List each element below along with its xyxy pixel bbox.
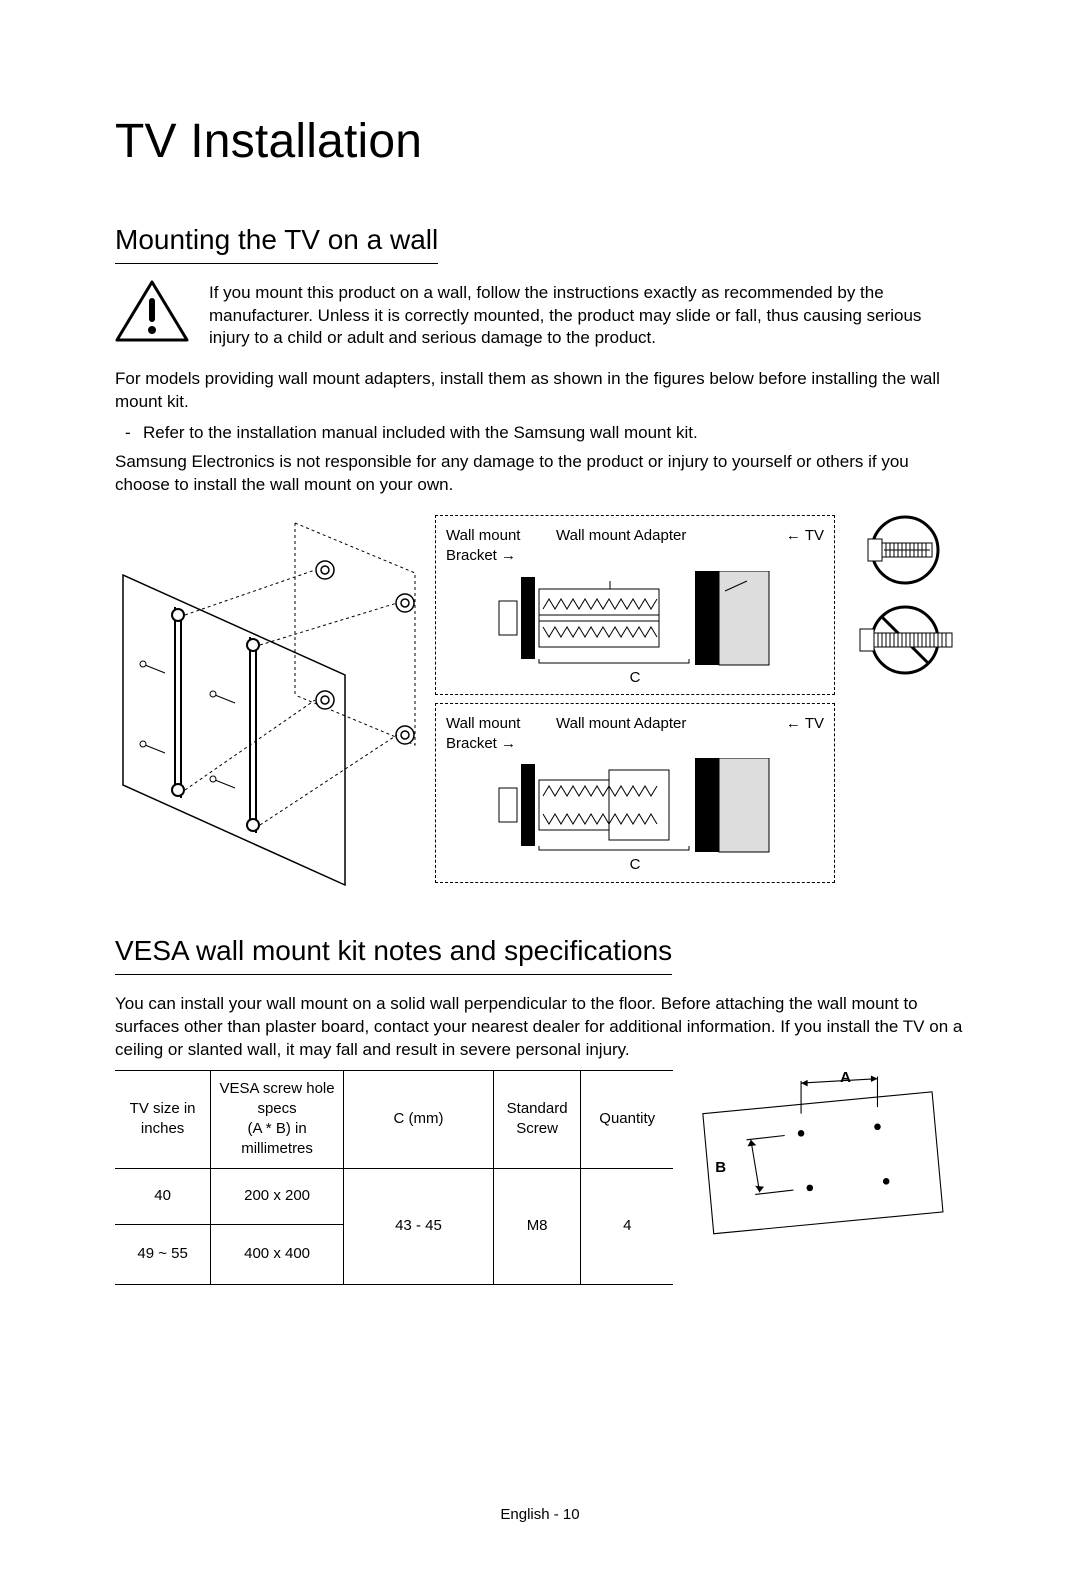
para-vesa: You can install your wall mount on a sol…	[115, 993, 965, 1062]
label-adapter: Wall mount Adapter	[556, 527, 686, 544]
screw-guidance-icons	[845, 515, 965, 902]
cell-vesa-1: 400 x 400	[211, 1224, 344, 1284]
warning-block: If you mount this product on a wall, fol…	[115, 278, 965, 359]
arrow-icon: →	[501, 735, 516, 752]
cell-screw: M8	[493, 1168, 580, 1284]
label-tv2: TV	[805, 715, 824, 732]
para-adapters: For models providing wall mount adapters…	[115, 368, 965, 414]
label-c-1: C	[446, 668, 824, 688]
screw-long-not-ok-icon	[850, 605, 960, 675]
cell-qty: 4	[581, 1168, 673, 1284]
para-disclaimer: Samsung Electronics is not responsible f…	[115, 451, 965, 497]
bullet-list: Refer to the installation manual include…	[115, 422, 965, 445]
label-adapter2: Wall mount Adapter	[556, 715, 686, 732]
detail-box-1: Wall mount Bracket → Wall mount Adapter …	[435, 515, 835, 695]
th-size: TV size in inches	[115, 1070, 211, 1168]
label-bracket2-l2: Bracket	[446, 735, 497, 752]
screw-cross-section-2	[495, 758, 775, 853]
spec-row: TV size in inches VESA screw hole specs …	[115, 1070, 965, 1285]
th-qty: Quantity	[581, 1070, 673, 1168]
caution-icon	[115, 278, 189, 359]
arrow-icon: ←	[786, 715, 805, 732]
diagram-wall-bracket	[115, 515, 425, 902]
th-vesa: VESA screw hole specs (A * B) in millime…	[211, 1070, 344, 1168]
diagram-screw-details: Wall mount Bracket → Wall mount Adapter …	[435, 515, 835, 902]
cell-size-0: 40	[115, 1168, 211, 1224]
section-heading-vesa: VESA wall mount kit notes and specificat…	[115, 932, 672, 975]
arrow-icon: ←	[786, 527, 805, 544]
label-bracket2-l1: Wall mount	[446, 715, 520, 732]
label-bracket-l1: Wall mount	[446, 527, 520, 544]
label-tv: TV	[805, 527, 824, 544]
detail-box-2: Wall mount Bracket → Wall mount Adapter …	[435, 703, 835, 883]
bullet-manual: Refer to the installation manual include…	[125, 422, 965, 445]
dim-a: A	[840, 1068, 851, 1088]
mounting-diagrams: Wall mount Bracket → Wall mount Adapter …	[115, 515, 965, 902]
cell-vesa-0: 200 x 200	[211, 1168, 344, 1224]
th-screw: Standard Screw	[493, 1070, 580, 1168]
cell-size-1: 49 ~ 55	[115, 1224, 211, 1284]
arrow-icon: →	[501, 547, 516, 564]
label-bracket-l2: Bracket	[446, 547, 497, 564]
page-title: TV Installation	[115, 110, 965, 175]
page-footer: English - 10	[115, 1505, 965, 1525]
dim-b: B	[715, 1158, 726, 1178]
screw-cross-section-1	[495, 571, 775, 666]
cell-cmm: 43 - 45	[343, 1168, 493, 1284]
warning-text: If you mount this product on a wall, fol…	[209, 282, 965, 351]
screw-short-ok-icon	[850, 515, 960, 585]
section-heading-mounting: Mounting the TV on a wall	[115, 221, 438, 264]
vesa-dimension-diagram: A B	[681, 1070, 965, 1262]
vesa-spec-table: TV size in inches VESA screw hole specs …	[115, 1070, 673, 1285]
label-c-2: C	[446, 855, 824, 875]
th-cmm: C (mm)	[343, 1070, 493, 1168]
